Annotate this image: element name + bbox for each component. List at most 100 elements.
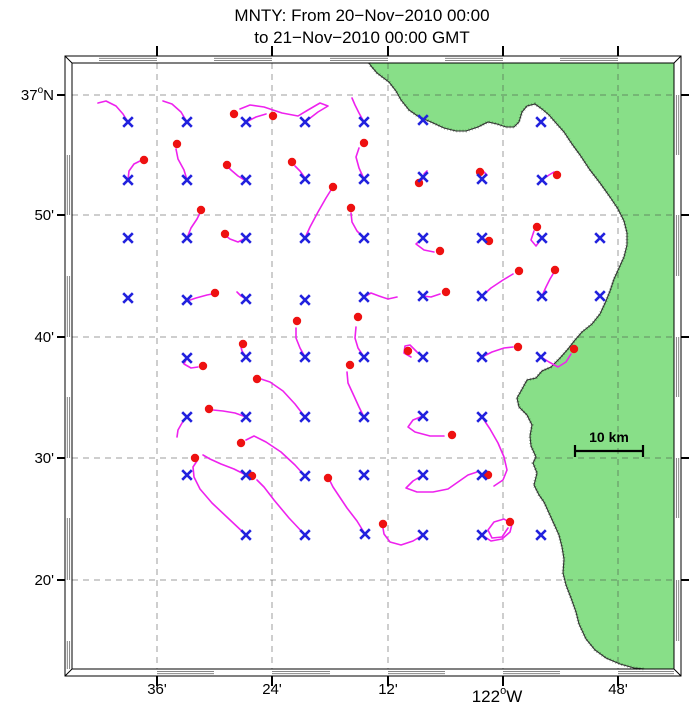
grid-start-marker: [299, 232, 311, 244]
trajectory-end-dot: [484, 236, 494, 246]
grid-start-marker: [417, 351, 429, 363]
trajectory-end-dot: [196, 205, 206, 215]
grid-start-marker: [535, 529, 547, 541]
trajectory-end-dot: [238, 339, 248, 349]
x-axis-tick-label: 36': [147, 681, 167, 698]
trajectory-path: [405, 471, 478, 493]
trajectory-path: [260, 378, 306, 418]
grid-start-marker: [181, 116, 193, 128]
trajectory-end-dot: [513, 342, 523, 352]
trajectory-end-dot: [323, 473, 333, 483]
trajectory-end-dot: [210, 288, 220, 298]
trajectory-end-dot: [236, 438, 246, 448]
trajectory-path: [239, 102, 329, 123]
trajectory-path: [407, 415, 445, 437]
grid-start-marker: [535, 351, 547, 363]
x-axis-tick-label: 12': [378, 681, 398, 698]
grid-start-marker: [536, 290, 548, 302]
trajectory-end-dot: [292, 316, 302, 326]
trajectory-path: [202, 454, 247, 476]
x-axis-tick-label: 122oW: [472, 685, 523, 706]
grid-start-marker: [299, 116, 311, 128]
grid-start-marker: [181, 294, 193, 306]
trajectory-path: [329, 480, 366, 535]
trajectory-end-dot: [345, 360, 355, 370]
trajectory-path: [304, 189, 332, 239]
trajectory-path: [97, 100, 129, 123]
grid-start-marker: [476, 232, 488, 244]
grid-start-marker: [536, 174, 548, 186]
grid-start-marker: [476, 351, 488, 363]
grid-start-marker: [535, 116, 547, 128]
grid-start-marker: [181, 352, 193, 364]
trajectory-end-dot: [414, 178, 424, 188]
trajectory-end-dot: [268, 111, 278, 121]
trajectory-end-dot: [378, 519, 388, 529]
trajectory-end-dot: [353, 312, 363, 322]
grid-start-marker: [417, 529, 429, 541]
grid-start-marker: [358, 411, 370, 423]
map-frame-outer: [64, 55, 682, 677]
grid-start-marker: [240, 293, 252, 305]
y-axis-tick-label: 20': [34, 572, 54, 589]
grid-start-marker: [417, 290, 429, 302]
trajectory-path: [256, 479, 306, 536]
grid-start-marker: [358, 351, 370, 363]
trajectory-path: [351, 97, 365, 123]
grid-start-marker: [122, 232, 134, 244]
land-polygon: [369, 63, 674, 669]
grid-start-marker: [240, 411, 252, 423]
trajectory-end-dot: [190, 453, 200, 463]
trajectory-end-dot: [346, 203, 356, 213]
grid-start-marker: [240, 174, 252, 186]
grid-start-marker: [122, 116, 134, 128]
trajectory-end-dot: [172, 139, 182, 149]
trajectory-path: [175, 148, 188, 181]
trajectory-end-dot: [403, 346, 413, 356]
grid-start-marker: [358, 291, 370, 303]
trajectory-end-dot: [328, 182, 338, 192]
figure-title-line1: MNTY: From 20−Nov−2010 00:00: [234, 6, 490, 25]
trajectory-end-dot: [532, 222, 542, 232]
trajectory-end-dot: [550, 265, 560, 275]
grid-start-marker: [181, 411, 193, 423]
trajectory-path: [186, 212, 201, 239]
grid-start-marker: [417, 114, 429, 126]
grid-start-marker: [417, 232, 429, 244]
grid-start-marker: [417, 171, 429, 183]
grid-start-marker: [358, 116, 370, 128]
trajectory-end-dot: [569, 344, 579, 354]
grid-start-marker: [476, 529, 488, 541]
map-frame-inner: [71, 62, 675, 670]
grid-start-marker: [240, 529, 252, 541]
trajectory-end-dot: [441, 287, 451, 297]
grid-start-marker: [358, 173, 370, 185]
x-axis-tick-label: 48': [608, 681, 628, 698]
trajectory-end-dot: [198, 361, 208, 371]
trajectory-path: [346, 371, 365, 418]
grid-start-marker: [181, 174, 193, 186]
trajectory-path: [481, 416, 508, 487]
trajectory-path: [162, 100, 188, 123]
grid-start-marker: [240, 232, 252, 244]
y-axis-tick-label: 37oN: [21, 85, 54, 104]
trajectory-end-dot: [222, 160, 232, 170]
trajectory-end-dot: [514, 266, 524, 276]
trajectory-path: [192, 460, 247, 536]
y-axis-tick-label: 40': [34, 329, 54, 346]
frame-corner-bevel: [673, 55, 682, 64]
trajectory-path: [363, 292, 398, 300]
grid-start-marker: [476, 290, 488, 302]
trajectory-path: [227, 166, 247, 182]
trajectory-path: [355, 147, 365, 180]
grid-start-marker: [299, 470, 311, 482]
grid-start-marker: [476, 173, 488, 185]
trajectory-path: [481, 518, 513, 542]
trajectory-path: [186, 293, 213, 302]
figure-title-line2: to 21−Nov−2010 00:00 GMT: [254, 28, 470, 47]
trajectory-end-dot: [552, 170, 562, 180]
grid-start-marker: [299, 529, 311, 541]
grid-start-marker: [240, 351, 252, 363]
trajectory-path: [212, 409, 247, 418]
